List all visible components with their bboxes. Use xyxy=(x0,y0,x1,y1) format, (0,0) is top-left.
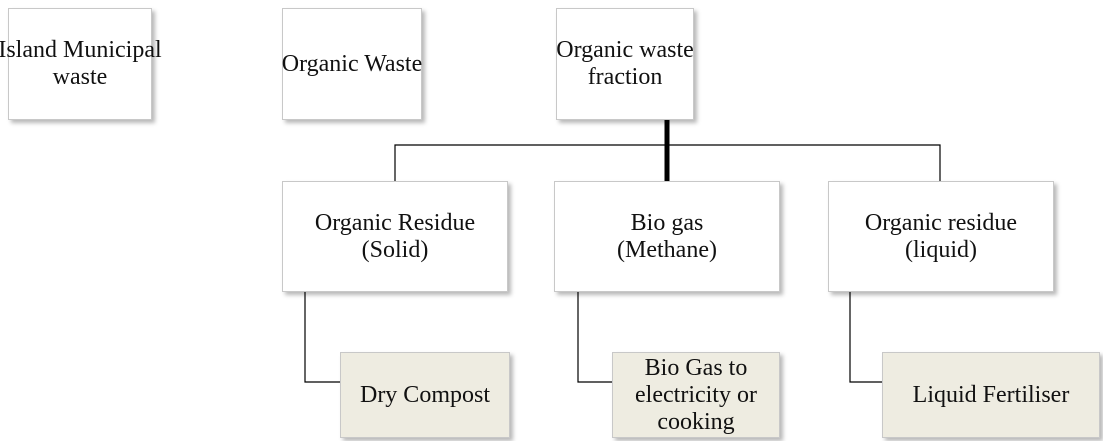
child-connector xyxy=(577,292,612,383)
node-label: waste xyxy=(52,64,108,90)
node-label: Organic Waste xyxy=(281,50,423,77)
node-label: Organic residue xyxy=(864,209,1018,236)
output-node: Liquid Fertiliser xyxy=(882,352,1100,438)
node-label: (liquid) xyxy=(905,236,977,263)
node-label: Organic waste xyxy=(556,37,694,63)
child-connector xyxy=(849,292,882,383)
node-label: (Solid) xyxy=(361,236,429,263)
node: Bio gas (Methane) xyxy=(554,181,780,292)
node-label: Dry Compost xyxy=(359,381,490,408)
node-label: Bio gas xyxy=(630,209,704,236)
output-node: Bio Gas to electricity or cooking xyxy=(612,352,780,438)
node-label: electricity or xyxy=(635,381,757,408)
node: Island Municipal waste xyxy=(0,8,162,120)
node-label: Bio Gas to xyxy=(644,354,748,381)
node-label: Liquid Fertiliser xyxy=(912,381,1070,408)
node: Organic Waste xyxy=(282,8,422,120)
node: Organic waste fraction xyxy=(556,8,694,120)
child-connector xyxy=(304,292,340,383)
node-label: fraction xyxy=(587,64,663,90)
node: Organic residue (liquid) xyxy=(828,181,1054,292)
node-label: cooking xyxy=(657,408,735,435)
branch-connector xyxy=(394,144,941,181)
node-label: (Methane) xyxy=(617,236,717,263)
node: Organic Residue (Solid) xyxy=(282,181,508,292)
output-node: Dry Compost xyxy=(340,352,510,438)
node-label: Organic Residue xyxy=(314,209,476,236)
node-label: Island Municipal xyxy=(0,37,162,63)
